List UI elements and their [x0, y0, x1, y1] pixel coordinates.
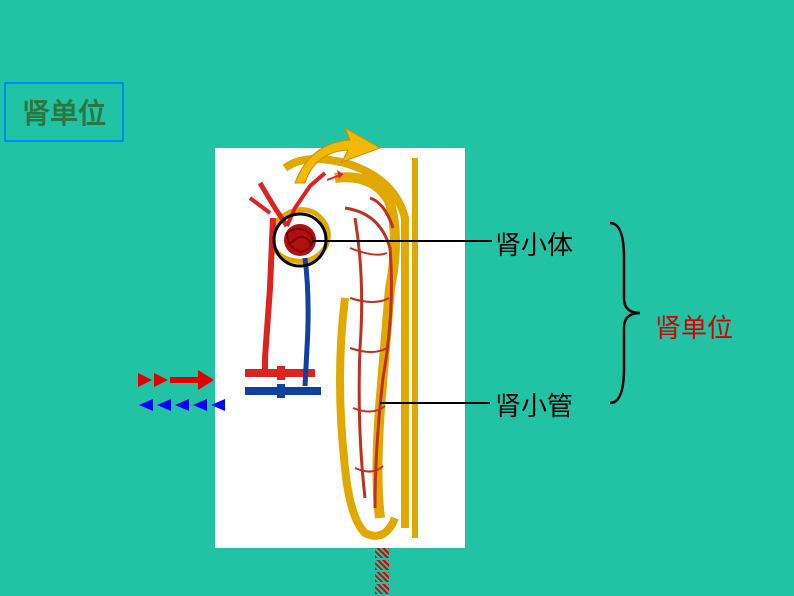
- label-tubule: 肾小管: [495, 386, 573, 423]
- diagram-panel: [215, 148, 465, 548]
- blue-outflow-arrow: [135, 399, 225, 411]
- nephron-svg: [215, 148, 465, 548]
- label-unit: 肾单位: [655, 308, 733, 345]
- title-box: 肾单位: [4, 82, 124, 142]
- downward-arrows: [375, 548, 389, 596]
- label-line-corpuscle: [312, 240, 492, 242]
- golden-arrow-icon: [280, 128, 390, 198]
- label-corpuscle: 肾小体: [495, 225, 573, 262]
- label-line-tubule: [380, 402, 490, 404]
- brace-icon: [600, 218, 650, 408]
- red-inflow-arrow: [138, 370, 214, 390]
